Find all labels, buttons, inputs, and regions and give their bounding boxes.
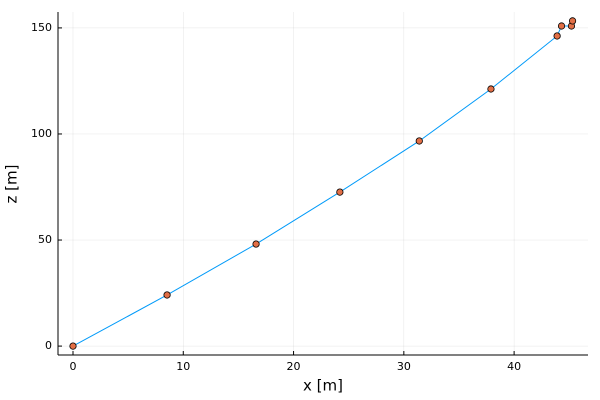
x-tick-label: 30 [397, 360, 411, 373]
y-tick-label: 50 [38, 233, 52, 246]
data-point [252, 240, 260, 248]
data-point [487, 85, 495, 93]
y-tick-label: 150 [31, 21, 52, 34]
y-tick-label: 0 [45, 339, 52, 352]
data-point [163, 291, 171, 299]
x-tick-label: 40 [507, 360, 521, 373]
data-point [415, 137, 423, 145]
x-axis-label: x [m] [303, 377, 343, 395]
x-tick-label: 20 [287, 360, 301, 373]
y-tick-label: 100 [31, 127, 52, 140]
y-axis-label: z [m] [3, 165, 21, 204]
data-line [72, 20, 574, 347]
x-tick-label: 0 [69, 360, 76, 373]
data-point [69, 342, 77, 350]
x-tick-label: 10 [176, 360, 190, 373]
data-point [557, 22, 566, 30]
data-point [553, 32, 561, 40]
data-point [568, 17, 577, 25]
data-point [336, 188, 344, 196]
